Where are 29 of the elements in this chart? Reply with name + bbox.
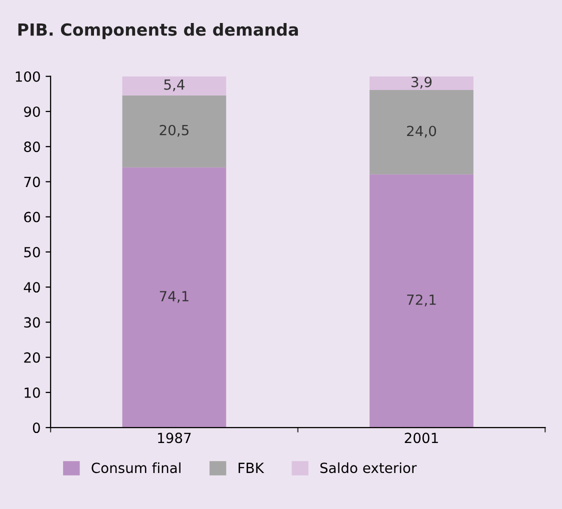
data-label: 74,1 bbox=[160, 291, 188, 303]
data-label: 3,9 bbox=[412, 76, 432, 89]
x-tick-label: 1987 bbox=[158, 432, 191, 444]
y-tick-label: 80 bbox=[24, 142, 40, 152]
y-tick-label: 30 bbox=[24, 317, 40, 328]
y-tick-label: 90 bbox=[24, 106, 40, 117]
data-label: 5,4 bbox=[164, 80, 184, 92]
bar bbox=[122, 167, 226, 428]
legend-label: FBK bbox=[238, 462, 264, 473]
legend-label: Saldo exterior bbox=[320, 462, 417, 474]
bar bbox=[370, 90, 474, 174]
x-tick-label: 2001 bbox=[404, 432, 438, 444]
chart-title: PIB. Components de demanda bbox=[18, 22, 298, 40]
data-label: 24,0 bbox=[407, 126, 436, 138]
legend-label: Consum final bbox=[92, 462, 180, 474]
y-tick-label: 60 bbox=[24, 212, 40, 222]
y-tick-label: 10 bbox=[24, 387, 40, 398]
bar bbox=[122, 95, 226, 168]
y-tick-label: 20 bbox=[24, 352, 40, 363]
y-tick-label: 100 bbox=[16, 71, 40, 82]
y-tick-label: 70 bbox=[24, 176, 40, 188]
y-tick-label: 0 bbox=[32, 422, 40, 434]
data-label: 72,1 bbox=[407, 294, 436, 306]
y-tick-label: 40 bbox=[24, 282, 40, 293]
bar bbox=[370, 174, 474, 428]
bar bbox=[122, 76, 226, 96]
bar bbox=[370, 76, 474, 90]
y-tick-label: 50 bbox=[24, 246, 40, 258]
data-label: 20,5 bbox=[160, 124, 188, 137]
